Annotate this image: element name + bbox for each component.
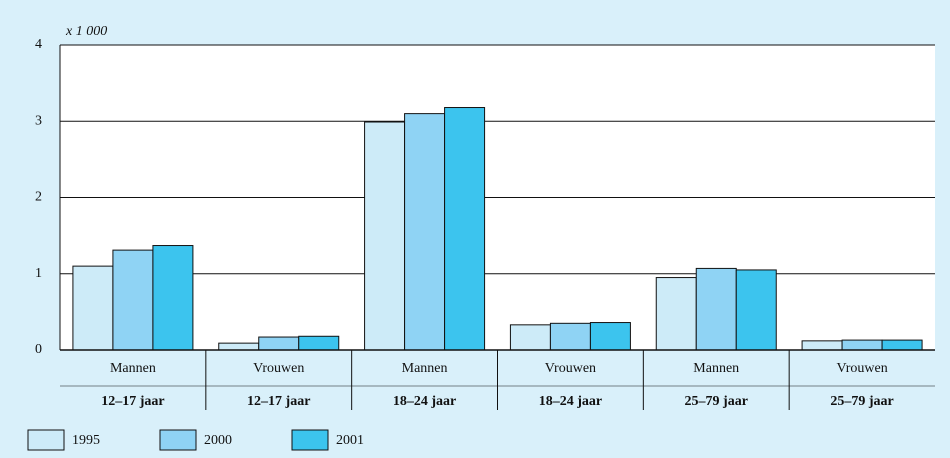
bar bbox=[655, 277, 697, 351]
bar bbox=[218, 342, 260, 351]
x-group-label: 18–24 jaar bbox=[539, 394, 602, 409]
bar bbox=[509, 324, 551, 351]
x-tick-label: Mannen bbox=[110, 361, 156, 376]
legend-swatch bbox=[291, 429, 329, 451]
y-tick-label: 0 bbox=[35, 342, 42, 357]
x-tick-label: Mannen bbox=[402, 361, 448, 376]
x-tick-label: Vrouwen bbox=[836, 361, 887, 376]
y-tick-label: 1 bbox=[35, 266, 42, 281]
bar bbox=[152, 245, 194, 351]
legend-label: 2001 bbox=[336, 433, 364, 448]
x-tick-label: Vrouwen bbox=[545, 361, 596, 376]
y-axis-label: x 1 000 bbox=[65, 24, 107, 39]
x-group-label: 18–24 jaar bbox=[393, 394, 456, 409]
y-tick-label: 4 bbox=[35, 37, 42, 52]
bar bbox=[258, 336, 300, 351]
x-group-label: 25–79 jaar bbox=[830, 394, 893, 409]
bar bbox=[589, 322, 631, 351]
bar bbox=[801, 340, 843, 351]
bar bbox=[298, 335, 340, 351]
bar bbox=[881, 339, 923, 351]
bar bbox=[444, 107, 486, 351]
x-group-label: 25–79 jaar bbox=[685, 394, 748, 409]
bar bbox=[404, 113, 446, 351]
legend-swatch bbox=[159, 429, 197, 451]
legend-label: 2000 bbox=[204, 433, 232, 448]
bar bbox=[112, 249, 154, 351]
x-group-label: 12–17 jaar bbox=[101, 394, 164, 409]
bar bbox=[841, 339, 883, 351]
y-tick-label: 3 bbox=[35, 113, 42, 128]
bar bbox=[735, 269, 777, 351]
bar bbox=[364, 121, 406, 351]
y-tick-label: 2 bbox=[35, 190, 42, 205]
legend-swatch bbox=[27, 429, 65, 451]
bar bbox=[549, 322, 591, 351]
x-group-label: 12–17 jaar bbox=[247, 394, 310, 409]
bar bbox=[72, 265, 114, 351]
legend-label: 1995 bbox=[72, 433, 100, 448]
x-tick-label: Mannen bbox=[693, 361, 739, 376]
x-tick-label: Vrouwen bbox=[253, 361, 304, 376]
bar bbox=[695, 267, 737, 351]
